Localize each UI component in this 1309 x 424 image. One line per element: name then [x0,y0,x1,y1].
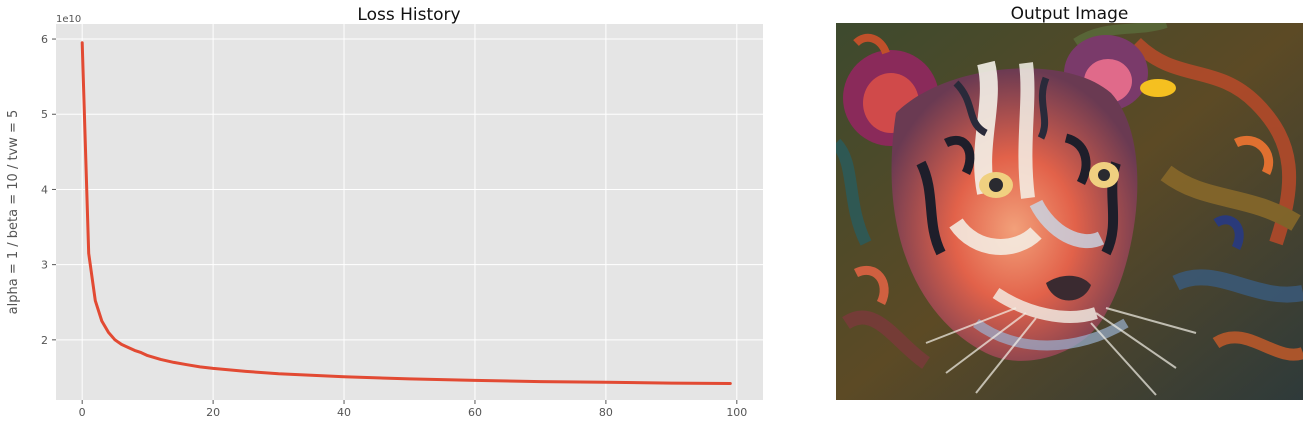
y-tick-label: 6 [41,33,48,46]
y-tick-label: 4 [41,183,48,196]
output-image-panel: Output Image [836,0,1303,402]
x-tick-label: 20 [206,406,220,419]
x-axis-ticks: 0 20 40 60 80 100 [79,400,747,419]
y-tick-label: 5 [41,108,48,121]
loss-history-chart: 1e10 Loss History 0 20 40 60 80 100 2 3 4 5 6 alp… [6,5,763,419]
x-tick-label: 60 [468,406,482,419]
y-exponent-label: 1e10 [56,14,81,25]
grid-lines [56,24,763,400]
x-tick-label: 80 [599,406,613,419]
y-tick-label: 2 [41,334,48,347]
y-axis-label: alpha = 1 / beta = 10 / tvw = 5 [6,110,21,315]
x-tick-label: 0 [79,406,86,419]
x-tick-label: 40 [337,406,351,419]
chart-title: Loss History [357,5,460,25]
y-axis-ticks: 2 3 4 5 6 [41,33,56,347]
y-tick-label: 3 [41,259,48,272]
x-tick-label: 100 [726,406,747,419]
plot-area [56,24,763,400]
tiger-painting-image [836,23,1303,400]
loss-series-line [80,41,732,385]
output-image-title: Output Image [1010,4,1129,24]
